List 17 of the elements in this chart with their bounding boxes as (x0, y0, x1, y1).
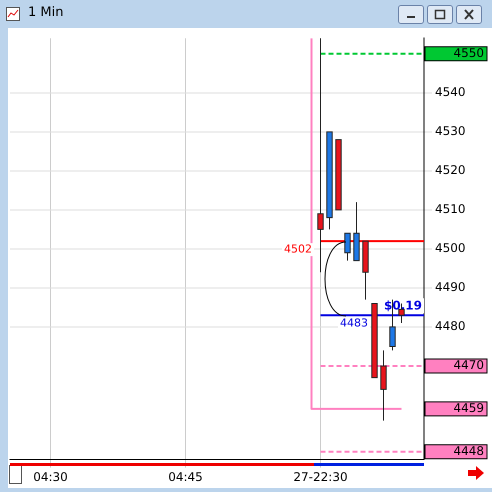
y-tick-label: 4510 (435, 202, 466, 216)
y-tick-label: 4490 (435, 280, 466, 294)
y-tick-label: 4530 (435, 124, 466, 138)
y-tick-label: 4480 (435, 319, 466, 334)
x-tick-label: 04:45 (168, 470, 203, 484)
ref-line-label: 4448 (453, 444, 484, 458)
chart-title: 1 Min (28, 5, 64, 20)
ref-line-label: 4502 (284, 242, 312, 256)
x-tick-label: 27-22:30 (293, 470, 348, 484)
ref-line-label: 4470 (453, 358, 484, 372)
x-tick-label: 04:30 (33, 470, 68, 484)
ref-line-label: 4550 (453, 46, 484, 60)
y-tick-label: 4500 (435, 241, 466, 256)
text: 4459 (453, 401, 484, 415)
ref-line-label: 4483 (340, 316, 368, 330)
y-tick-label: 4540 (435, 84, 466, 99)
y-tick-label: 4520 (435, 162, 466, 177)
